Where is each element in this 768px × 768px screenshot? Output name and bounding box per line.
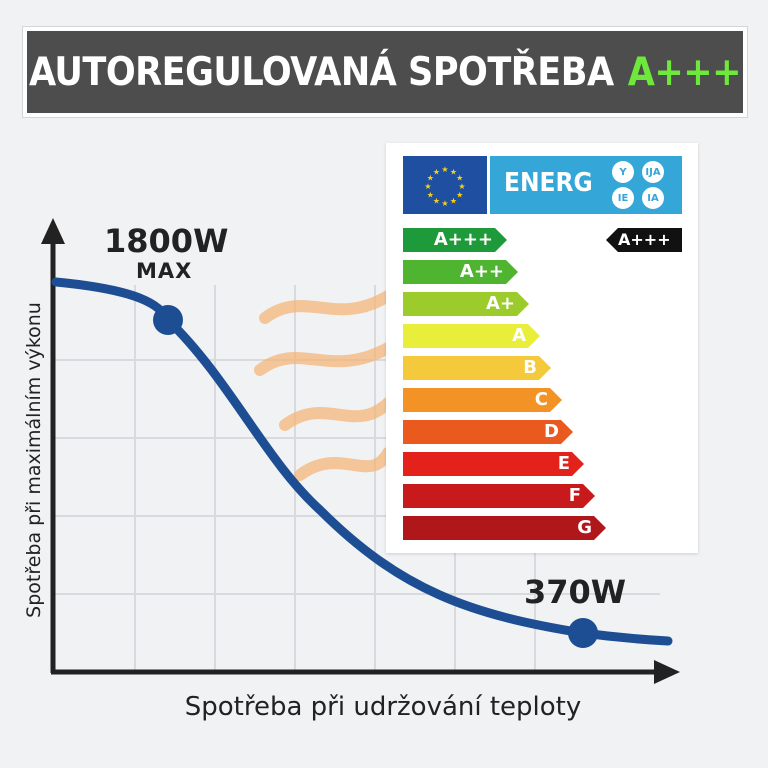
energy-class-label: C xyxy=(534,389,548,410)
title-banner: AUTOREGULOVANÁ SPOTŘEBA A+++ xyxy=(27,31,743,113)
energ-header: ENERG Y IJA IE IA xyxy=(490,156,682,214)
energy-class-bar: B xyxy=(403,356,551,380)
max-sublabel: MAX xyxy=(136,259,193,283)
energy-class-label: F xyxy=(568,485,581,506)
heat-wave xyxy=(254,342,394,376)
energy-label-card: ★ ★ ★ ★ ★ ★ ★ ★ ★ ★ ★ ★ ENERG Y IJA IE IA A+++ A++ A+… xyxy=(386,143,698,553)
heat-waves xyxy=(254,290,394,481)
star-icon: ★ xyxy=(441,165,448,174)
energy-class-bar: E xyxy=(403,452,584,476)
energy-class-bar: D xyxy=(403,420,573,444)
rating-text: A+++ xyxy=(618,230,671,249)
star-icon: ★ xyxy=(458,182,465,191)
energy-class-label: E xyxy=(557,453,570,474)
point-min xyxy=(568,618,598,648)
energy-class-label: A++ xyxy=(459,261,504,282)
title-main: AUTOREGULOVANÁ SPOTŘEBA xyxy=(28,49,614,95)
star-icon: ★ xyxy=(456,174,463,183)
energy-class-bar: A++ xyxy=(403,260,518,284)
heat-wave xyxy=(279,397,394,431)
x-axis-arrow xyxy=(654,660,680,684)
y-axis-label: Spotřeba při maximálním výkonu xyxy=(23,302,45,618)
title-accent: A+++ xyxy=(627,49,742,95)
heat-wave xyxy=(294,447,394,481)
energy-class-label: B xyxy=(523,357,537,378)
energy-class-bar: A+++ xyxy=(403,228,507,252)
star-icon: ★ xyxy=(456,191,463,200)
energy-class-bar: A xyxy=(403,324,540,348)
lang-code: IE xyxy=(612,187,634,209)
heat-wave xyxy=(259,290,394,324)
energy-class-bar: A+ xyxy=(403,292,529,316)
point-max xyxy=(153,305,183,335)
energy-class-label: A+++ xyxy=(433,229,493,250)
star-icon: ★ xyxy=(450,197,457,206)
star-icon: ★ xyxy=(441,199,448,208)
lang-code: IJA xyxy=(642,161,664,183)
eu-flag-icon: ★ ★ ★ ★ ★ ★ ★ ★ ★ ★ ★ ★ xyxy=(403,156,487,214)
star-icon: ★ xyxy=(424,182,431,191)
lang-code: Y xyxy=(612,161,634,183)
star-icon: ★ xyxy=(433,167,440,176)
energ-title: ENERG xyxy=(504,168,593,198)
energy-class-bar: F xyxy=(403,484,595,508)
energy-class-label: A+ xyxy=(485,293,515,314)
energy-class-label: D xyxy=(544,421,559,442)
energy-class-bar: C xyxy=(403,388,562,412)
energy-class-bar: G xyxy=(403,516,606,540)
star-icon: ★ xyxy=(427,191,434,200)
energy-class-label: G xyxy=(577,517,592,538)
min-value-label: 370W xyxy=(524,573,627,611)
lang-code: IA xyxy=(642,187,664,209)
max-value-label: 1800W xyxy=(104,222,229,260)
x-axis-label: Spotřeba při udržování teploty xyxy=(184,692,582,722)
star-icon: ★ xyxy=(433,197,440,206)
star-icon: ★ xyxy=(450,167,457,176)
star-icon: ★ xyxy=(427,174,434,183)
energy-rating: A+++ xyxy=(606,228,682,252)
energy-class-label: A xyxy=(512,325,526,346)
y-axis-arrow xyxy=(41,218,65,244)
